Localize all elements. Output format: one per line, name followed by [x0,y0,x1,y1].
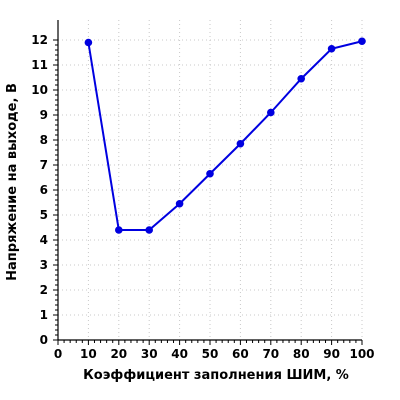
y-tick-label: 7 [40,158,48,172]
y-tick-label: 4 [40,233,48,247]
grid [58,20,363,340]
data-point [84,38,93,47]
series-line [87,40,363,231]
y-tick-label: 12 [31,33,48,47]
y-tick-label: 0 [40,333,48,347]
series-layer [84,37,366,234]
data-point [358,37,366,46]
data-point [236,139,245,148]
y-tick-label: 10 [31,83,48,97]
x-tick-label: 60 [232,347,249,361]
y-tick-label: 3 [40,258,48,272]
x-tick-label: 10 [80,347,97,361]
data-point [115,226,123,234]
x-tick-label: 40 [171,347,188,361]
y-tick-label: 2 [40,283,48,297]
x-axis-label: Коэффициент заполнения ШИМ, % [83,368,349,383]
data-point [175,199,184,208]
x-tick-label: 80 [293,347,310,361]
y-tick-label: 8 [40,133,48,147]
x-tick-label: 20 [110,347,127,361]
data-point [145,226,153,234]
minor-ticks [53,39,363,345]
y-tick-label: 1 [40,308,48,322]
x-tick-label: 0 [54,347,62,361]
data-point [327,44,336,53]
y-tick-label: 11 [31,58,48,72]
y-tick-label: 5 [40,208,48,222]
y-tick-label: 9 [40,108,48,122]
x-tick-label: 50 [202,347,219,361]
y-axis-label: Напряжение на выходе, В [5,83,20,281]
data-point [206,169,214,178]
x-tick-label: 90 [323,347,340,361]
x-tick-label: 100 [349,347,374,361]
data-point [297,74,306,83]
x-tick-label: 30 [141,347,158,361]
y-tick-label: 6 [40,183,48,197]
data-point [267,108,275,117]
x-tick-label: 70 [262,347,279,361]
x-tick-labels: 0 10 20 30 40 50 60 70 80 90 100 [54,347,375,361]
